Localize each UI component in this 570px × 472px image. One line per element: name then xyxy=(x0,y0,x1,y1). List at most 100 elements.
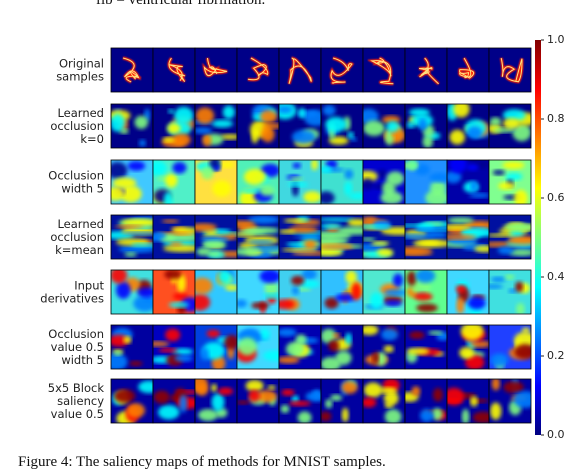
blob xyxy=(212,180,232,197)
blob xyxy=(279,229,296,234)
blob xyxy=(332,333,341,338)
blob xyxy=(138,380,153,394)
blob xyxy=(406,122,415,129)
image-bg xyxy=(237,48,279,92)
image-content xyxy=(286,160,321,203)
blob xyxy=(195,277,213,295)
blob xyxy=(201,166,214,180)
blob xyxy=(321,328,337,344)
blob xyxy=(369,292,383,310)
blob xyxy=(468,193,489,198)
blob xyxy=(133,295,153,312)
blob xyxy=(293,235,321,239)
sample-image xyxy=(404,378,448,424)
blob xyxy=(335,350,352,366)
image-content xyxy=(164,270,195,314)
blob xyxy=(504,274,515,280)
blob xyxy=(489,117,502,126)
row-label: Learned xyxy=(57,217,104,231)
blob xyxy=(251,129,259,144)
sample-image xyxy=(362,324,406,370)
blob xyxy=(372,351,380,365)
blob xyxy=(286,242,311,247)
blob xyxy=(285,341,304,357)
sample-image xyxy=(404,214,448,260)
image-content xyxy=(153,388,195,420)
blob xyxy=(502,161,525,169)
blob xyxy=(472,411,489,423)
image-content xyxy=(239,163,279,204)
row-label: Occlusion xyxy=(48,327,104,341)
sample-image xyxy=(110,214,154,260)
sample-image xyxy=(110,378,154,424)
blob xyxy=(507,236,531,245)
sample-image xyxy=(362,378,406,424)
caption-top: fib = ventricular fibrillation. xyxy=(96,0,265,8)
image-content xyxy=(329,56,355,85)
sample-image xyxy=(320,269,364,315)
blob xyxy=(259,270,279,284)
sample-image xyxy=(110,47,154,93)
blob xyxy=(349,137,357,142)
blob xyxy=(173,292,189,300)
colorbar-tick-label: 0.4 xyxy=(547,270,565,283)
blob xyxy=(238,229,266,235)
sample-image xyxy=(152,378,196,424)
blob xyxy=(113,389,136,403)
image-border xyxy=(488,214,532,260)
image-content xyxy=(406,270,438,313)
blob xyxy=(200,347,209,361)
image-content xyxy=(363,325,399,366)
image-content xyxy=(153,219,195,253)
blob xyxy=(134,115,149,130)
sample-image xyxy=(110,269,154,315)
image-content xyxy=(363,169,405,204)
image-content xyxy=(237,379,277,406)
image-content xyxy=(195,160,235,197)
blob xyxy=(348,192,363,200)
colorbar-tick-label: 0.6 xyxy=(547,191,565,204)
blob xyxy=(422,135,434,148)
image-content xyxy=(122,56,142,84)
image-content xyxy=(195,270,237,311)
image-content xyxy=(405,221,447,256)
image-content xyxy=(111,380,153,423)
blob xyxy=(341,407,349,423)
image-content xyxy=(363,108,405,146)
blob xyxy=(153,232,166,239)
blob xyxy=(153,390,171,404)
colorbar-tick-label: 0.0 xyxy=(547,428,565,441)
blob xyxy=(161,219,180,223)
blob xyxy=(291,286,300,295)
image-border xyxy=(488,324,532,370)
blob xyxy=(363,382,383,398)
blob xyxy=(174,354,193,362)
image-content xyxy=(489,274,531,314)
blob xyxy=(207,251,221,257)
image-content xyxy=(405,386,447,423)
blob xyxy=(177,274,186,293)
blob xyxy=(311,160,318,171)
row-label: occlusion xyxy=(50,119,104,133)
stroke xyxy=(459,57,475,79)
blob xyxy=(321,191,335,204)
sample-image xyxy=(110,103,154,149)
blob xyxy=(247,215,279,224)
blob xyxy=(412,227,447,231)
sample-image xyxy=(194,214,238,260)
blob xyxy=(489,353,509,367)
sample-image xyxy=(152,214,196,260)
blob xyxy=(447,170,462,184)
image-bg xyxy=(363,48,405,92)
blob xyxy=(321,223,342,229)
blob xyxy=(237,299,248,308)
image-content xyxy=(447,160,489,198)
blob xyxy=(242,189,260,194)
sample-image xyxy=(194,159,238,205)
sample-image xyxy=(194,378,238,424)
sample-image xyxy=(446,103,490,149)
blob xyxy=(321,217,355,222)
blob xyxy=(489,233,515,237)
blob xyxy=(489,284,504,289)
blob xyxy=(168,109,175,114)
